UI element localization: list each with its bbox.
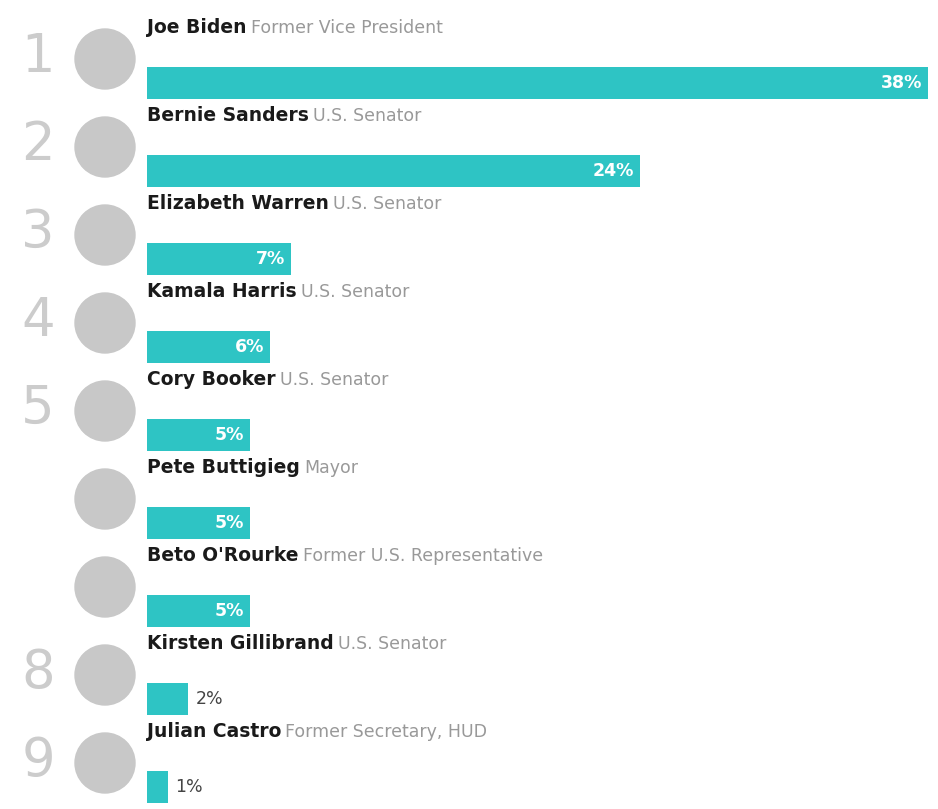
- Circle shape: [75, 293, 135, 353]
- Text: Kamala Harris: Kamala Harris: [147, 282, 296, 301]
- Text: 24%: 24%: [593, 162, 634, 180]
- Bar: [147, 771, 168, 803]
- Text: 1%: 1%: [175, 778, 204, 796]
- Text: 2%: 2%: [196, 690, 224, 708]
- Text: U.S. Senator: U.S. Senator: [313, 107, 421, 125]
- Bar: [147, 67, 928, 99]
- Bar: [147, 331, 270, 363]
- Text: 4: 4: [22, 295, 54, 347]
- Bar: [147, 595, 250, 627]
- Text: 8: 8: [22, 647, 54, 699]
- Text: 5%: 5%: [215, 426, 244, 444]
- Text: U.S. Senator: U.S. Senator: [333, 195, 441, 213]
- Text: U.S. Senator: U.S. Senator: [300, 283, 409, 301]
- Text: Former U.S. Representative: Former U.S. Representative: [302, 547, 542, 565]
- Bar: [147, 683, 189, 715]
- Text: Cory Booker: Cory Booker: [147, 370, 276, 389]
- Text: U.S. Senator: U.S. Senator: [280, 371, 388, 389]
- Text: Elizabeth Warren: Elizabeth Warren: [147, 194, 329, 213]
- Text: 6%: 6%: [234, 338, 265, 356]
- Text: 38%: 38%: [881, 74, 922, 92]
- Text: 2: 2: [22, 119, 54, 171]
- Text: 3: 3: [22, 207, 54, 259]
- Bar: [147, 507, 250, 539]
- Text: Julian Castro: Julian Castro: [147, 722, 281, 741]
- Text: Mayor: Mayor: [304, 459, 358, 477]
- Text: 7%: 7%: [256, 250, 285, 268]
- Text: Beto O'Rourke: Beto O'Rourke: [147, 546, 298, 565]
- Text: Former Vice President: Former Vice President: [250, 19, 443, 37]
- Text: 9: 9: [22, 735, 54, 787]
- Text: 5%: 5%: [215, 514, 244, 532]
- Text: 1: 1: [22, 31, 54, 83]
- Circle shape: [75, 381, 135, 441]
- Text: U.S. Senator: U.S. Senator: [338, 635, 446, 653]
- Text: 5: 5: [22, 383, 54, 435]
- Bar: [147, 155, 641, 187]
- Circle shape: [75, 205, 135, 265]
- Circle shape: [75, 469, 135, 529]
- Circle shape: [75, 117, 135, 177]
- Text: Bernie Sanders: Bernie Sanders: [147, 106, 309, 125]
- Bar: [147, 243, 291, 275]
- Text: Former Secretary, HUD: Former Secretary, HUD: [285, 723, 488, 741]
- Circle shape: [75, 29, 135, 89]
- Text: 5%: 5%: [215, 602, 244, 620]
- Circle shape: [75, 557, 135, 617]
- Text: Kirsten Gillibrand: Kirsten Gillibrand: [147, 634, 334, 653]
- Text: Joe Biden: Joe Biden: [147, 18, 247, 37]
- Text: Pete Buttigieg: Pete Buttigieg: [147, 458, 300, 477]
- Circle shape: [75, 645, 135, 705]
- Bar: [147, 419, 250, 451]
- Circle shape: [75, 733, 135, 793]
